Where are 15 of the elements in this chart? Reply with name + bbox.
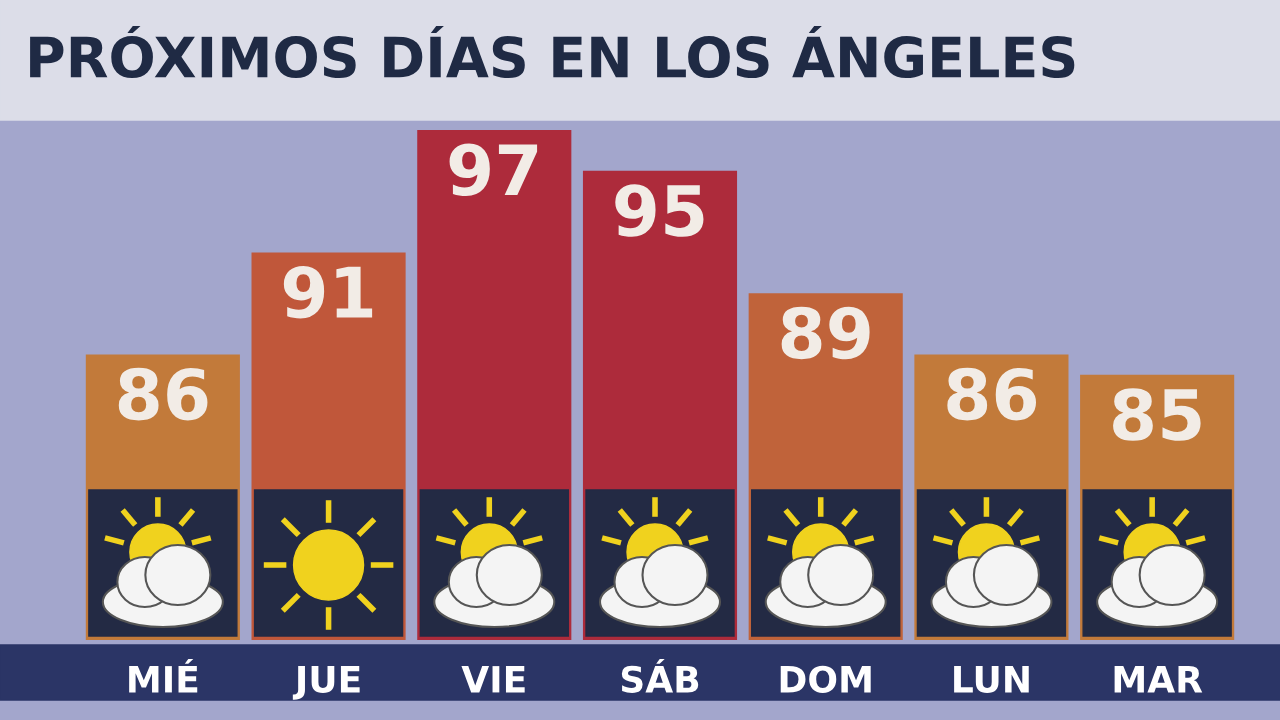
x-tick-label: JUE bbox=[292, 666, 360, 700]
x-tick-label: VIE bbox=[461, 666, 525, 693]
data-label: 86 bbox=[947, 367, 1037, 421]
x-tick-label: MIÉ bbox=[129, 659, 198, 693]
data-label: 89 bbox=[781, 306, 870, 360]
data-label: 95 bbox=[615, 184, 704, 237]
data-label: 85 bbox=[1113, 388, 1201, 441]
data-label: 86 bbox=[118, 367, 208, 421]
data-label: 97 bbox=[449, 143, 538, 196]
x-tick-label: SÁB bbox=[621, 659, 699, 693]
chart-title: PRÓXIMOS DÍAS EN LOS ÁNGELES bbox=[30, 25, 1075, 79]
x-tick-label: LUN bbox=[954, 666, 1029, 693]
x-tick-label: MAR bbox=[1114, 666, 1203, 693]
data-label: 91 bbox=[283, 265, 373, 319]
x-tick-label: DOM bbox=[780, 665, 871, 693]
